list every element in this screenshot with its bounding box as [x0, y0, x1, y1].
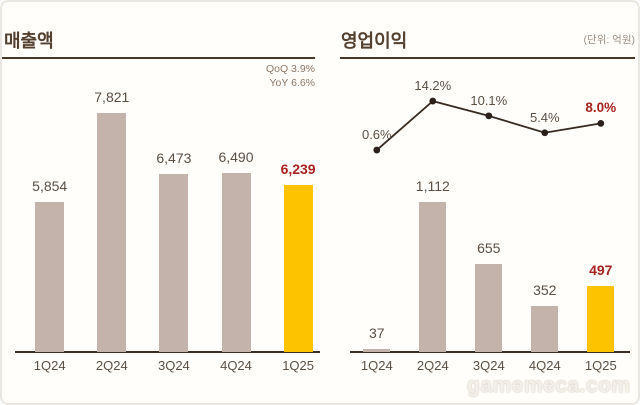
line-point-1q24: [373, 146, 381, 154]
bar-1q25: [283, 184, 313, 352]
revenue-chart-title: 매출액: [4, 31, 54, 51]
x-tick-2q24: 2Q24: [95, 358, 128, 373]
revenue-qoq-yoy-annotation: QoQ 3.9% YoY 6.6%: [182, 62, 315, 90]
bar-value-1q24: 5,854: [32, 178, 68, 194]
bar-value-2q24: 1,112: [415, 177, 450, 194]
line-point-1q25: [597, 120, 605, 127]
qoq-annotation: QoQ 3.9%: [265, 63, 315, 75]
x-tick-1q24: 1Q24: [33, 358, 66, 373]
line-value-1q25: 8.0%: [585, 100, 617, 116]
bar-value-1q24: 37: [369, 324, 385, 341]
x-tick-3q24: 3Q24: [472, 358, 505, 373]
operating-profit-chart-title: 영업이익: [341, 31, 408, 51]
x-tick-1q24: 1Q24: [360, 358, 393, 373]
x-tick-2q24: 2Q24: [416, 358, 449, 373]
revenue-x-axis: [15, 351, 320, 353]
bar-value-4q24: 6,490: [218, 149, 254, 166]
bar-value-2q24: 7,821: [94, 88, 130, 105]
line-value-3q24: 10.1%: [470, 92, 508, 108]
line-value-2q24: 14.2%: [414, 78, 452, 94]
x-tick-3q24: 3Q24: [157, 358, 190, 373]
bar-3q24: [159, 173, 189, 352]
watermark: gamemeca.com: [467, 374, 631, 397]
bar-2q24: [97, 112, 127, 352]
line-point-2q24: [429, 97, 437, 105]
x-tick-4q24: 4Q24: [220, 358, 252, 373]
bar-4q24: [531, 305, 559, 352]
bar-1q24: [363, 348, 391, 352]
bar-value-1q25: 6,239: [280, 160, 316, 177]
operating-profit-title-rule: [340, 57, 635, 59]
x-tick-4q24: 4Q24: [528, 358, 561, 373]
bar-1q24: [35, 202, 65, 352]
bar-4q24: [221, 173, 251, 352]
bar-3q24: [475, 264, 503, 352]
x-tick-1q25: 1Q25: [584, 358, 617, 373]
operating-profit-x-axis: [350, 351, 630, 353]
bar-value-3q24: 6,473: [156, 149, 192, 166]
line-point-3q24: [485, 112, 493, 120]
bar-1q25: [587, 285, 615, 352]
bar-value-4q24: 352: [533, 281, 557, 298]
line-point-4q24: [541, 129, 549, 137]
revenue-title-rule: [2, 57, 315, 59]
yoy-annotation: YoY 6.6%: [269, 77, 315, 90]
unit-label: (단위: 억원): [583, 34, 635, 46]
line-value-1q24: 0.6%: [361, 127, 392, 143]
bar-value-3q24: 655: [477, 240, 501, 257]
line-value-4q24: 5.4%: [529, 109, 560, 125]
bar-2q24: [419, 201, 447, 352]
x-tick-1q25: 1Q25: [282, 358, 314, 373]
bar-value-1q25: 497: [589, 261, 613, 278]
